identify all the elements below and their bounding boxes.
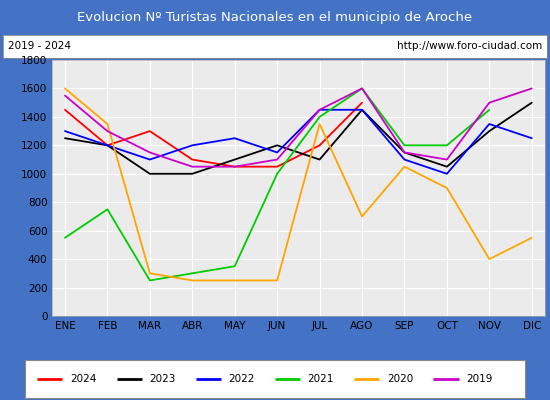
Text: 2019 - 2024: 2019 - 2024	[8, 41, 71, 51]
Text: 2022: 2022	[228, 374, 255, 384]
Text: 2024: 2024	[70, 374, 96, 384]
Text: http://www.foro-ciudad.com: http://www.foro-ciudad.com	[397, 41, 542, 51]
Text: 2023: 2023	[149, 374, 175, 384]
Text: 2019: 2019	[466, 374, 492, 384]
Text: 2020: 2020	[387, 374, 413, 384]
Text: Evolucion Nº Turistas Nacionales en el municipio de Aroche: Evolucion Nº Turistas Nacionales en el m…	[78, 10, 472, 24]
Text: 2021: 2021	[307, 374, 334, 384]
